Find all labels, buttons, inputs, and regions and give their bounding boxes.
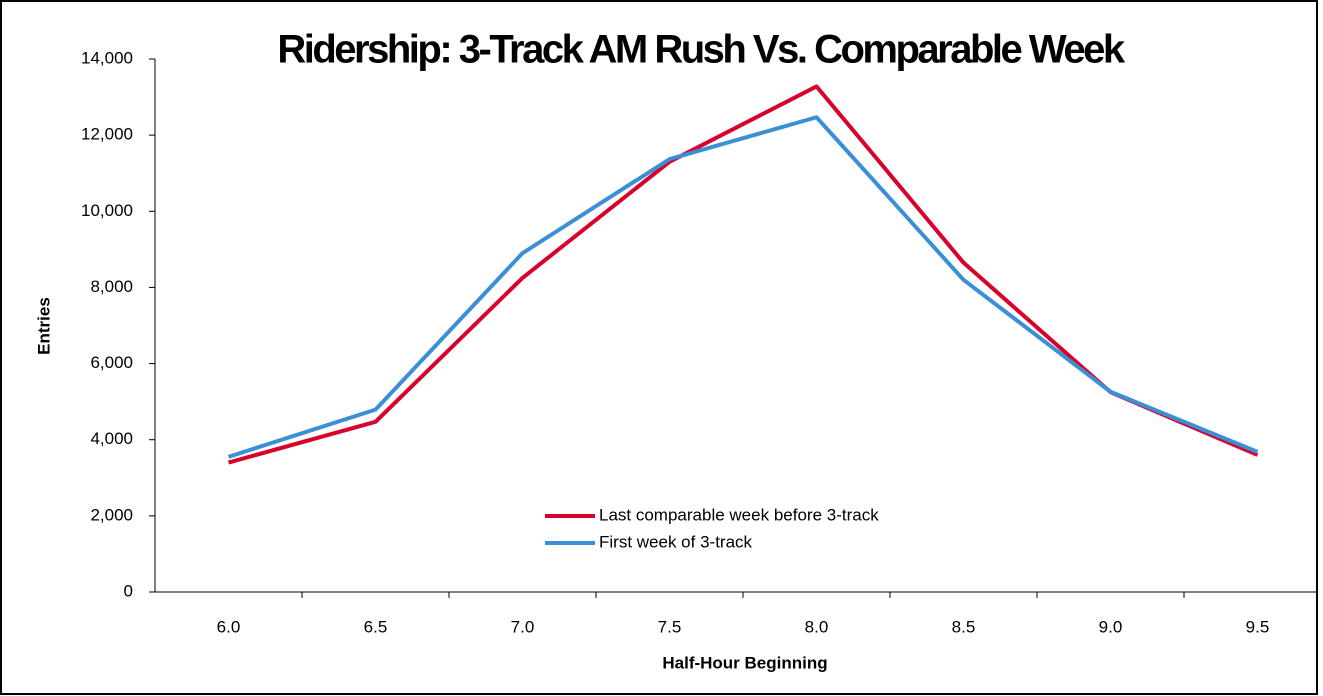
y-tick-label: 12,000 — [81, 125, 133, 144]
y-tick-label: 4,000 — [90, 429, 133, 448]
y-axis-title: Entries — [34, 297, 53, 355]
series-line — [227, 115, 1259, 459]
y-tick-label: 0 — [124, 581, 133, 600]
legend-label: First week of 3-track — [599, 532, 753, 551]
y-tick-label: 8,000 — [90, 277, 133, 296]
x-tick-label: 9.0 — [1099, 617, 1123, 636]
legend-label: Last comparable week before 3-track — [599, 505, 879, 524]
x-tick-label: 6.5 — [364, 617, 388, 636]
chart-title: Ridership: 3-Track AM Rush Vs. Comparabl… — [277, 28, 1126, 72]
x-tick-label: 6.0 — [217, 617, 241, 636]
x-tick-label: 8.5 — [952, 617, 976, 636]
x-axis-title: Half-Hour Beginning — [662, 653, 827, 672]
series-line — [227, 84, 1259, 465]
y-tick-label: 14,000 — [81, 48, 133, 67]
x-tick-label: 7.0 — [511, 617, 535, 636]
x-tick-label: 9.5 — [1246, 617, 1270, 636]
y-tick-label: 2,000 — [90, 505, 133, 524]
y-tick-label: 6,000 — [90, 353, 133, 372]
y-tick-label: 10,000 — [81, 201, 133, 220]
x-tick-label: 7.5 — [658, 617, 682, 636]
x-tick-label: 8.0 — [805, 617, 829, 636]
